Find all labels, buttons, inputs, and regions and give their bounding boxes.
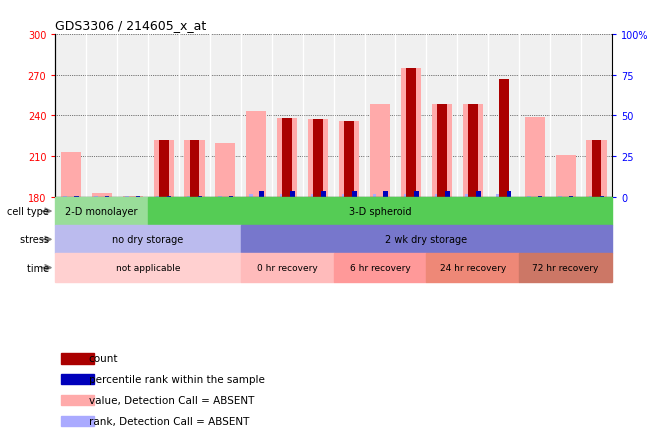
Bar — [55, 197, 148, 226]
Bar — [538, 196, 542, 197]
Bar — [154, 141, 174, 197]
Bar — [61, 353, 94, 364]
Text: 72 hr recovery: 72 hr recovery — [533, 263, 599, 273]
Bar — [61, 395, 94, 405]
Text: 0 hr recovery: 0 hr recovery — [257, 263, 318, 273]
Bar — [260, 192, 264, 197]
Text: count: count — [89, 354, 118, 363]
Bar — [507, 192, 512, 197]
Text: 2-D monolayer: 2-D monolayer — [66, 207, 138, 217]
Bar — [148, 197, 612, 226]
Bar — [64, 196, 67, 197]
Bar — [435, 195, 438, 197]
Bar — [414, 192, 419, 197]
Bar — [373, 195, 376, 197]
Bar — [437, 105, 447, 197]
Bar — [313, 120, 323, 197]
Text: 24 hr recovery: 24 hr recovery — [439, 263, 506, 273]
Bar — [569, 196, 574, 197]
Bar — [159, 141, 169, 197]
Bar — [246, 112, 266, 197]
Bar — [156, 196, 160, 197]
Bar — [61, 153, 81, 197]
Text: percentile rank within the sample: percentile rank within the sample — [89, 375, 264, 384]
Bar — [218, 196, 222, 197]
Bar — [167, 196, 171, 197]
Bar — [525, 118, 545, 197]
Bar — [241, 254, 333, 282]
Bar — [468, 105, 478, 197]
Bar — [229, 196, 233, 197]
Bar — [497, 195, 500, 197]
Bar — [383, 192, 388, 197]
Bar — [352, 192, 357, 197]
Bar — [187, 196, 191, 197]
Text: not applicable: not applicable — [116, 263, 180, 273]
Bar — [55, 226, 241, 254]
Bar — [277, 119, 298, 197]
Bar — [527, 196, 531, 197]
Bar — [311, 195, 314, 197]
Bar — [401, 69, 421, 197]
Bar — [592, 141, 602, 197]
Bar — [55, 254, 241, 282]
Text: rank, Detection Call = ABSENT: rank, Detection Call = ABSENT — [89, 416, 249, 426]
Bar — [406, 69, 416, 197]
Bar — [189, 141, 199, 197]
Bar — [61, 374, 94, 385]
Bar — [322, 192, 326, 197]
Text: time: time — [27, 263, 52, 273]
Bar — [445, 192, 450, 197]
Text: value, Detection Call = ABSENT: value, Detection Call = ABSENT — [89, 395, 254, 405]
Bar — [463, 105, 483, 197]
Text: no dry storage: no dry storage — [113, 235, 184, 245]
Text: 2 wk dry storage: 2 wk dry storage — [385, 235, 467, 245]
Bar — [184, 141, 204, 197]
Bar — [342, 195, 346, 197]
Bar — [249, 195, 253, 197]
Text: 6 hr recovery: 6 hr recovery — [350, 263, 410, 273]
Bar — [600, 196, 604, 197]
Text: 3-D spheroid: 3-D spheroid — [349, 207, 411, 217]
Bar — [308, 120, 328, 197]
Bar — [241, 226, 612, 254]
Bar — [499, 79, 508, 197]
Bar — [283, 119, 292, 197]
Bar — [215, 143, 236, 197]
Bar — [404, 195, 408, 197]
Bar — [105, 196, 109, 197]
Bar — [198, 196, 202, 197]
Bar — [122, 196, 143, 197]
Bar — [589, 196, 593, 197]
Bar — [92, 194, 112, 197]
Text: GDS3306 / 214605_x_at: GDS3306 / 214605_x_at — [55, 19, 206, 32]
Bar — [432, 105, 452, 197]
Bar — [74, 196, 79, 197]
Bar — [555, 155, 575, 197]
Bar — [587, 141, 607, 197]
Bar — [465, 195, 469, 197]
Bar — [339, 122, 359, 197]
Bar — [426, 254, 519, 282]
Bar — [290, 192, 295, 197]
Bar — [333, 254, 426, 282]
Bar — [126, 196, 129, 197]
Text: cell type: cell type — [7, 207, 52, 217]
Bar — [559, 196, 562, 197]
Bar — [476, 192, 480, 197]
Bar — [136, 196, 141, 197]
Bar — [519, 254, 612, 282]
Bar — [280, 195, 284, 197]
Bar — [94, 196, 98, 197]
Text: stress: stress — [20, 235, 52, 245]
Bar — [370, 105, 390, 197]
Bar — [344, 122, 354, 197]
Bar — [61, 416, 94, 426]
